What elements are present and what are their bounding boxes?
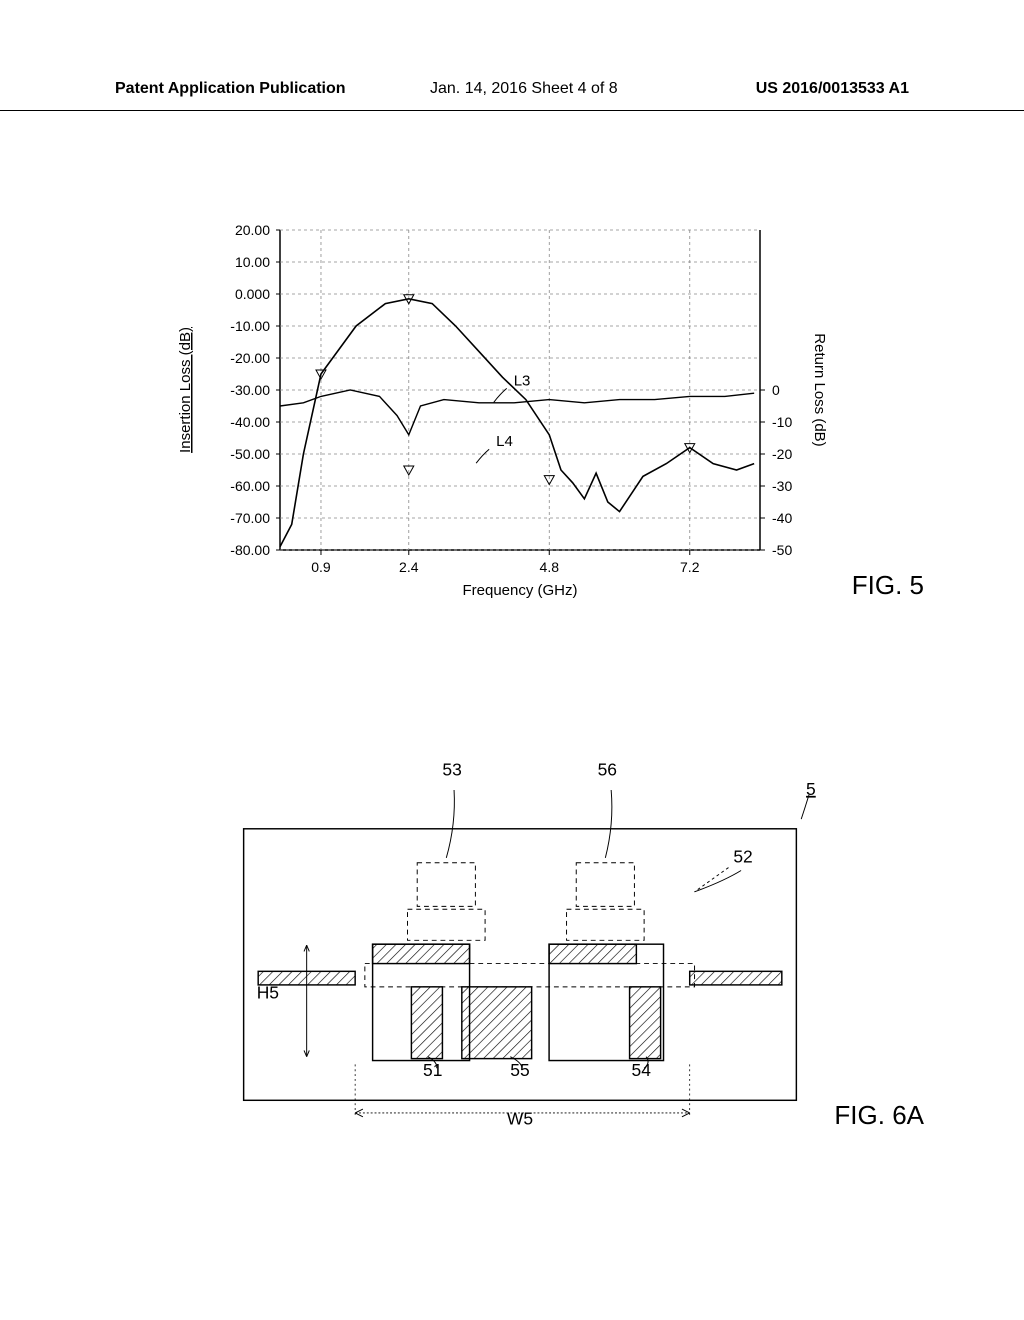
svg-text:56: 56: [598, 759, 617, 779]
svg-text:10.00: 10.00: [235, 254, 270, 270]
figure-5-chart: 20.00 10.00 0.000 -10.00 -20.00 -30.00 -40.00 -…: [160, 200, 860, 610]
svg-text:-40: -40: [772, 510, 792, 526]
svg-text:51: 51: [423, 1060, 442, 1080]
svg-text:-10: -10: [772, 414, 792, 430]
svg-text:Return Loss (dB): Return Loss (dB): [811, 333, 828, 446]
svg-text:L3: L3: [514, 372, 531, 389]
page-header: Patent Application Publication Jan. 14, …: [0, 80, 1024, 111]
svg-text:-20: -20: [772, 446, 792, 462]
svg-text:H5: H5: [257, 982, 279, 1002]
svg-text:-30.00: -30.00: [230, 382, 270, 398]
svg-text:4.8: 4.8: [540, 559, 560, 575]
svg-text:-20.00: -20.00: [230, 350, 270, 366]
svg-text:W5: W5: [507, 1109, 533, 1129]
svg-text:53: 53: [442, 759, 461, 779]
fig6-svg: 5 51 52 53 54 55 56 H5 W5: [200, 740, 840, 1160]
svg-text:52: 52: [733, 847, 752, 867]
svg-text:7.2: 7.2: [680, 559, 700, 575]
figure-6a-caption: FIG. 6A: [834, 1100, 924, 1131]
svg-text:5: 5: [806, 779, 816, 799]
svg-text:-10.00: -10.00: [230, 318, 270, 334]
svg-text:-40.00: -40.00: [230, 414, 270, 430]
svg-text:54: 54: [632, 1060, 652, 1080]
figure-5-caption: FIG. 5: [852, 570, 924, 601]
fig5-svg: 20.00 10.00 0.000 -10.00 -20.00 -30.00 -40.00 -…: [160, 200, 860, 610]
svg-text:-50.00: -50.00: [230, 446, 270, 462]
svg-text:Insertion Loss (dB): Insertion Loss (dB): [177, 327, 194, 453]
svg-text:2.4: 2.4: [399, 559, 419, 575]
svg-text:0.9: 0.9: [311, 559, 331, 575]
svg-text:-70.00: -70.00: [230, 510, 270, 526]
svg-text:55: 55: [510, 1060, 529, 1080]
svg-text:-60.00: -60.00: [230, 478, 270, 494]
svg-text:0: 0: [772, 382, 780, 398]
header-right: US 2016/0013533 A1: [756, 80, 909, 98]
header-left: Patent Application Publication: [115, 80, 346, 98]
svg-text:20.00: 20.00: [235, 222, 270, 238]
svg-text:Frequency (GHz): Frequency (GHz): [462, 582, 577, 599]
svg-text:L4: L4: [496, 433, 513, 450]
header-center: Jan. 14, 2016 Sheet 4 of 8: [430, 80, 618, 98]
svg-text:-80.00: -80.00: [230, 542, 270, 558]
svg-text:-50: -50: [772, 542, 792, 558]
figure-6a-diagram: 5 51 52 53 54 55 56 H5 W5: [200, 740, 840, 1160]
svg-text:0.000: 0.000: [235, 286, 270, 302]
svg-text:-30: -30: [772, 478, 792, 494]
